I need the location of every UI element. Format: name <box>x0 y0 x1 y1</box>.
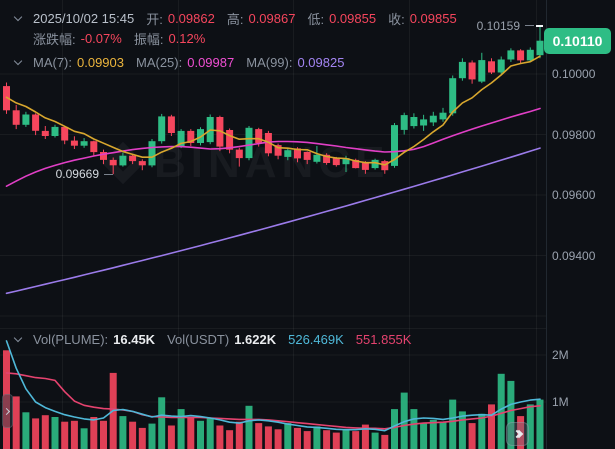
chevron-right-icon <box>2 407 11 415</box>
low-label: 低: <box>307 12 325 27</box>
last-price-badge: 0.10110 <box>544 27 611 54</box>
chevron-down-icon[interactable] <box>14 14 23 23</box>
high-label: 高: <box>226 12 244 27</box>
ma25-value: 0.09987 <box>187 55 235 70</box>
volume-tick: 2M <box>552 348 569 362</box>
price-tick: 0.09600 <box>552 188 596 202</box>
high-value: 0.09867 <box>248 11 296 26</box>
amplitude-label: 振幅: <box>133 32 164 47</box>
low-value: 0.09855 <box>329 11 377 26</box>
datetime-label: 2025/10/02 15:45 <box>33 11 135 26</box>
vol-base-label: Vol(PLUME): <box>33 332 109 347</box>
chevron-down-icon[interactable] <box>14 335 23 344</box>
close-label: 收: <box>388 12 405 27</box>
high-price-annotation: 0.10159 <box>477 18 543 34</box>
ma7-label: MA(7): <box>33 55 72 70</box>
ohlc-header: 2025/10/02 15:45 开: 0.09862 高: 0.09867 低… <box>14 9 469 28</box>
vol-quote-value: 1.622K <box>234 332 277 347</box>
open-value: 0.09862 <box>167 11 215 26</box>
vol-base-value: 16.45K <box>113 332 156 347</box>
change-header: 涨跌幅: -0.07% 振幅: 0.12% <box>33 29 217 48</box>
ma99-label: MA(99): <box>246 55 293 70</box>
annotation-dash <box>104 173 113 175</box>
high-price-label: 0.10159 <box>476 18 520 33</box>
ma-header: MA(7): 0.09903 MA(25): 0.09987 MA(99): 0… <box>14 55 356 70</box>
fast-forward-button[interactable] <box>506 422 529 446</box>
chevron-down-icon[interactable] <box>14 58 23 67</box>
open-label: 开: <box>146 12 163 27</box>
last-price-value: 0.10110 <box>552 32 603 49</box>
vol-ma-slow-value: 551.855K <box>355 332 412 347</box>
pane-expand-handle[interactable] <box>2 394 13 428</box>
change-percent-label: 涨跌幅: <box>33 32 76 47</box>
ma99-value: 0.09825 <box>297 55 345 70</box>
vol-quote-label: Vol(USDT) <box>167 332 230 347</box>
price-tick: 0.09400 <box>552 248 596 263</box>
change-percent-value: -0.07% <box>80 31 122 46</box>
high-tick-mark <box>536 24 543 27</box>
amplitude-value: 0.12% <box>168 31 206 46</box>
price-tick: 0.09800 <box>552 127 596 142</box>
price-tick: 0.10000 <box>552 67 596 81</box>
low-price-label: 0.09669 <box>55 167 99 182</box>
low-price-annotation: 0.09669 <box>56 166 113 182</box>
ma25-label: MA(25): <box>136 55 183 70</box>
volume-header: Vol(PLUME): 16.45K Vol(USDT) 1.622K 526.… <box>14 332 423 347</box>
vol-ma-fast-value: 526.469K <box>288 332 344 347</box>
volume-tick: 1M <box>552 395 569 409</box>
close-value: 0.09855 <box>409 11 457 26</box>
ma7-value: 0.09903 <box>77 55 124 70</box>
annotation-dash <box>525 25 534 27</box>
